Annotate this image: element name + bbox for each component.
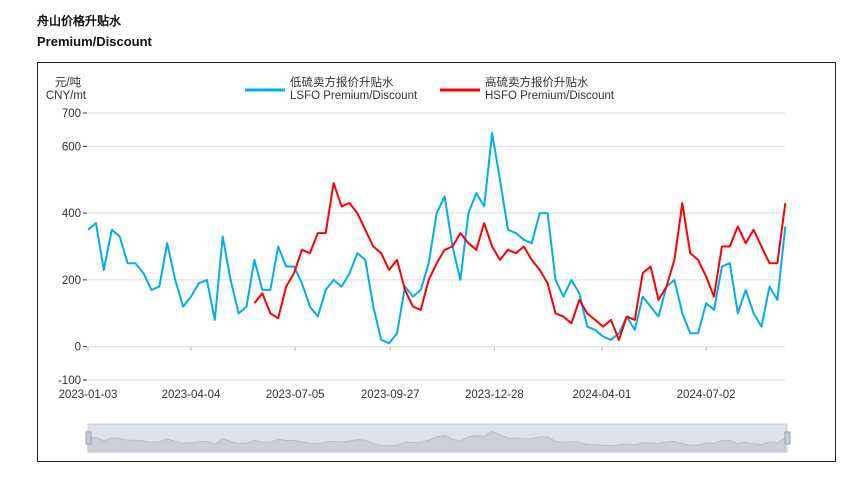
y-axis-unit: CNY/mt (46, 90, 87, 102)
series-line-hsfo (253, 182, 787, 341)
slider-right-handle[interactable] (784, 431, 791, 445)
y-tick-label: 600 (62, 141, 81, 153)
legend-hsfo-label-cn: 高硫卖方报价升贴水 (485, 75, 589, 89)
legend-lsfo-label-cn: 低硫卖方报价升贴水 (290, 75, 394, 89)
y-tick-label: 0 (75, 342, 81, 354)
x-tick-label: 2023-09-27 (361, 389, 420, 401)
series-line-lsfo (87, 132, 787, 345)
y-tick-label: 200 (62, 275, 81, 287)
x-tick-label: 2023-12-28 (465, 389, 524, 401)
y-tick-label: 400 (62, 208, 81, 220)
x-tick-label: 2023-04-04 (162, 389, 221, 401)
y-axis-unit-cn: 元/吨 (55, 76, 82, 89)
slider-preview (87, 430, 786, 453)
x-tick-label: 2024-04-01 (573, 389, 632, 401)
chart-frame (37, 62, 836, 462)
legend-hsfo[interactable]: 高硫卖方报价升贴水 HSFO Premium/Discount (440, 75, 615, 102)
legend-hsfo-label: HSFO Premium/Discount (485, 90, 615, 102)
legend-lsfo[interactable]: 低硫卖方报价升贴水 LSFO Premium/Discount (245, 75, 418, 102)
y-tick-label: 700 (62, 108, 81, 120)
page-title: 舟山价格升贴水 (37, 14, 122, 28)
x-tick-label: 2023-07-05 (266, 389, 325, 401)
x-tick-label: 2023-01-03 (59, 389, 118, 401)
slider-left-handle[interactable] (85, 431, 92, 445)
page-subtitle: Premium/Discount (37, 34, 152, 49)
y-tick-label: -100 (58, 375, 81, 387)
x-tick-label: 2024-07-02 (677, 389, 736, 401)
legend-lsfo-label: LSFO Premium/Discount (290, 90, 418, 102)
data-zoom-slider[interactable] (85, 423, 791, 453)
